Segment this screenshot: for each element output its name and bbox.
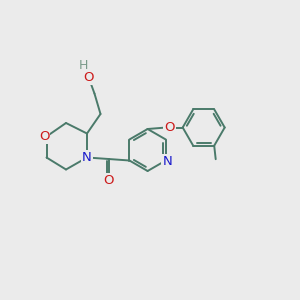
- Text: N: N: [162, 155, 172, 169]
- Text: O: O: [103, 174, 114, 187]
- Text: O: O: [39, 130, 49, 143]
- Text: O: O: [83, 70, 94, 84]
- Text: O: O: [164, 121, 175, 134]
- Text: H: H: [78, 59, 88, 72]
- Text: N: N: [82, 151, 92, 164]
